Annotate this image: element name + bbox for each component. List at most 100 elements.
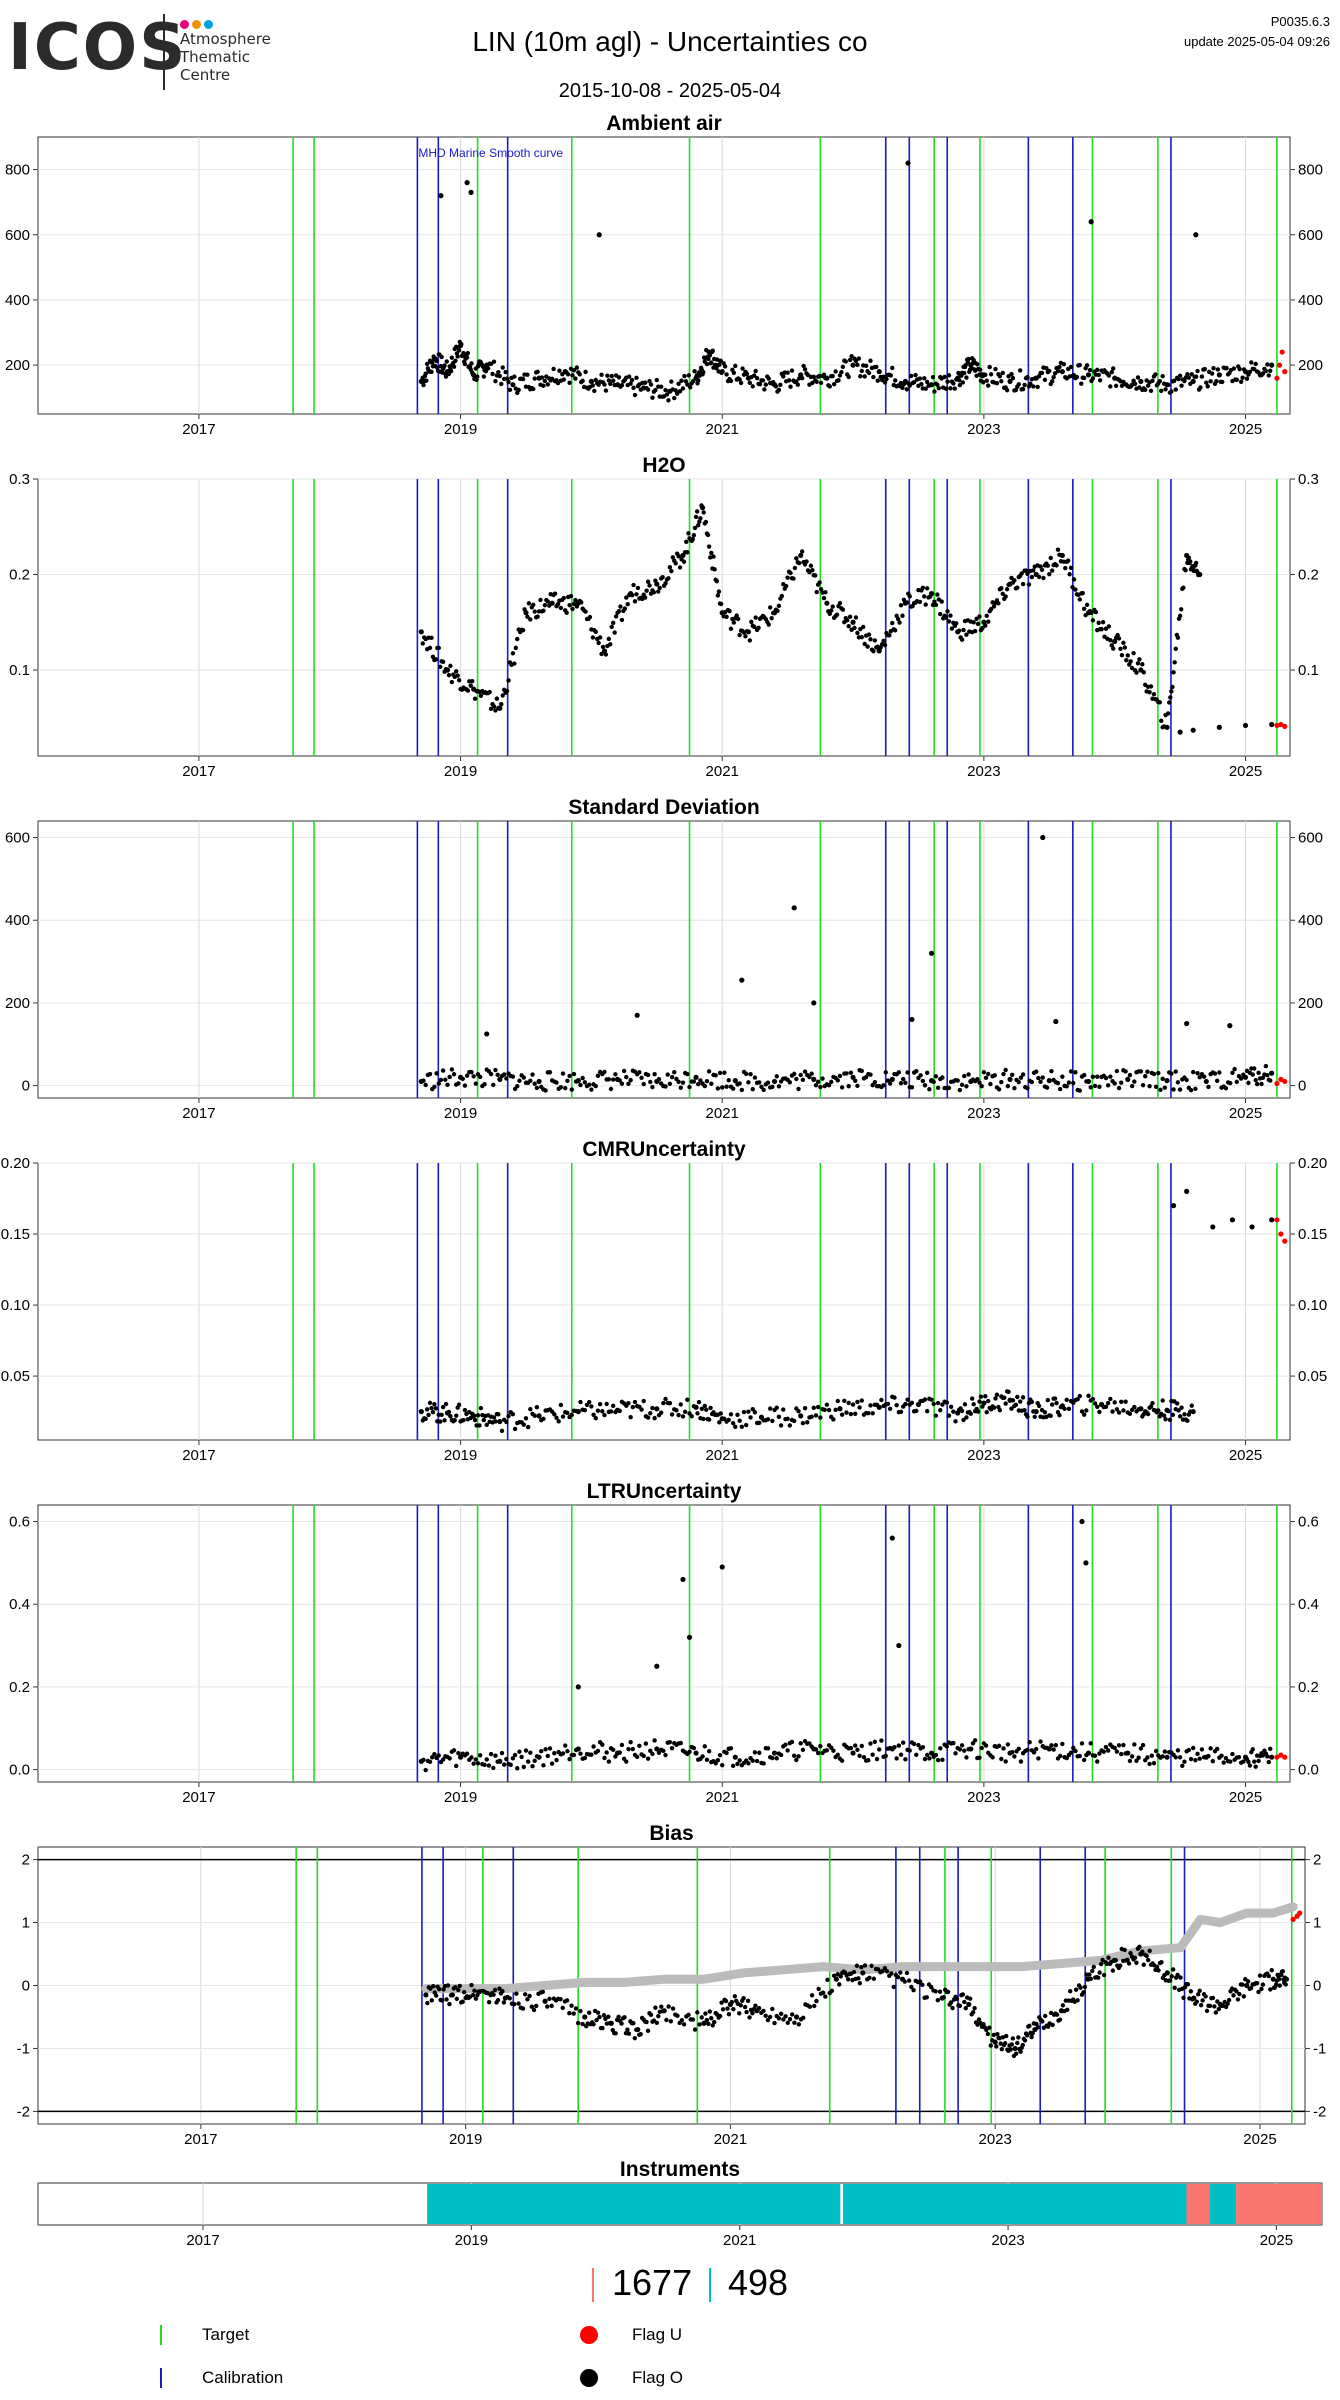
flag-o-point xyxy=(473,1757,479,1762)
flag-o-point xyxy=(1079,381,1084,386)
flag-o-point xyxy=(881,1083,886,1088)
flag-o-point xyxy=(676,381,681,386)
flag-o-point xyxy=(558,1997,563,2002)
flag-o-point xyxy=(676,1412,681,1418)
flag-o-point xyxy=(1092,1083,1098,1089)
flag-o-point xyxy=(629,377,635,383)
flag-o-point xyxy=(915,1401,922,1408)
flag-o-point xyxy=(914,1068,919,1074)
flag-o-point xyxy=(1151,691,1157,697)
flag-o-point xyxy=(983,1394,988,1399)
flag-o-point xyxy=(807,1074,812,1080)
flag-o-point xyxy=(1116,1085,1122,1091)
flag-o-point xyxy=(957,1087,963,1093)
flag-o-point xyxy=(493,1419,498,1424)
x-tick-label: 2023 xyxy=(967,421,1000,438)
flag-o-point xyxy=(892,1395,897,1400)
flag-o-point xyxy=(1025,374,1030,380)
flag-o-point xyxy=(719,2000,724,2005)
flag-o-point xyxy=(1053,1743,1059,1748)
flag-o-point xyxy=(868,1741,873,1746)
flag-o-point xyxy=(1024,2033,1030,2038)
flag-o-point xyxy=(1136,1755,1141,1760)
flag-o-point xyxy=(439,354,444,360)
flag-u-point xyxy=(1282,723,1288,729)
flag-o-point xyxy=(948,613,953,618)
flag-o-point xyxy=(924,1752,930,1758)
flag-o-point xyxy=(1023,568,1029,573)
flag-o-point xyxy=(1060,1741,1065,1747)
flag-o-point xyxy=(1257,1973,1263,1978)
flag-o-point xyxy=(1188,559,1193,564)
flag-o-point xyxy=(511,2001,517,2007)
y-tick-label: 200 xyxy=(5,357,30,374)
flag-o-point xyxy=(770,1418,775,1424)
flag-o-point xyxy=(1191,1995,1197,2001)
flag-o-point xyxy=(879,1397,884,1403)
flag-o-point xyxy=(917,1979,923,1984)
flag-o-point xyxy=(478,693,484,698)
flag-o-point xyxy=(957,382,963,388)
flag-o-point xyxy=(1169,389,1174,394)
flag-o-point xyxy=(1244,376,1250,381)
flag-o-point xyxy=(1016,382,1021,387)
flag-o-point xyxy=(909,1984,914,1990)
flag-o-point xyxy=(1144,1953,1149,1959)
flag-o-point xyxy=(1173,646,1178,651)
flag-o-point xyxy=(597,635,603,640)
flag-o-point xyxy=(872,1079,878,1085)
flag-o-point xyxy=(767,2014,773,2020)
flag-o-point xyxy=(1128,1951,1133,1956)
flag-o-point xyxy=(1197,1075,1202,1080)
flag-o-point xyxy=(789,2012,795,2017)
x-tick-label: 2017 xyxy=(182,421,215,438)
flag-o-point xyxy=(1097,1751,1102,1756)
flag-o-point xyxy=(484,1757,489,1762)
flag-o-point xyxy=(1106,373,1112,378)
flag-o-point xyxy=(642,380,648,385)
flag-o-point xyxy=(1138,1746,1144,1751)
flag-o-point xyxy=(579,600,584,605)
x-tick-label: 2021 xyxy=(706,1789,739,1806)
flag-o-point xyxy=(778,2011,784,2016)
flag-o-point xyxy=(1122,645,1128,650)
flag-o-point xyxy=(699,1406,705,1411)
flag-o-point xyxy=(575,2020,581,2026)
flag-o-point xyxy=(823,1994,828,1999)
flag-o-point xyxy=(997,2035,1002,2041)
flag-o-point xyxy=(1079,1409,1085,1414)
flag-o-point xyxy=(922,594,927,599)
flag-o-point xyxy=(977,614,982,619)
flag-o-point xyxy=(539,1749,544,1754)
flag-o-point xyxy=(892,628,898,633)
flag-o-point xyxy=(619,1742,625,1748)
flag-o-point xyxy=(1031,568,1036,573)
flag-o-point xyxy=(554,1757,559,1763)
y-tick-label: 0.6 xyxy=(9,1514,30,1531)
flag-o-point xyxy=(1216,724,1222,730)
flag-o-point xyxy=(521,1764,526,1770)
flag-o-point xyxy=(1033,1408,1039,1415)
flag-o-point xyxy=(924,1995,929,2000)
flag-o-point xyxy=(551,366,556,372)
flag-u-point xyxy=(1274,375,1280,381)
flag-o-point xyxy=(783,583,789,589)
flag-o-point xyxy=(859,1964,864,1970)
flag-o-point xyxy=(1127,1758,1133,1764)
flag-u-point xyxy=(1282,369,1288,375)
flag-o-point xyxy=(500,693,505,698)
flag-o-point xyxy=(833,369,838,374)
flag-o-point xyxy=(868,1072,873,1077)
flag-o-point xyxy=(698,516,703,521)
flag-o-point xyxy=(1064,1397,1069,1403)
flag-o-point xyxy=(626,374,632,379)
flag-o-point xyxy=(596,640,601,646)
flag-o-point xyxy=(855,1399,860,1405)
flag-o-point xyxy=(978,367,983,372)
flag-o-point xyxy=(1193,560,1199,566)
flag-o-point xyxy=(679,378,684,383)
flag-o-point xyxy=(707,353,713,358)
flag-o-point xyxy=(861,1754,867,1760)
flag-o-point xyxy=(701,1416,706,1422)
flag-o-point xyxy=(761,1761,766,1766)
